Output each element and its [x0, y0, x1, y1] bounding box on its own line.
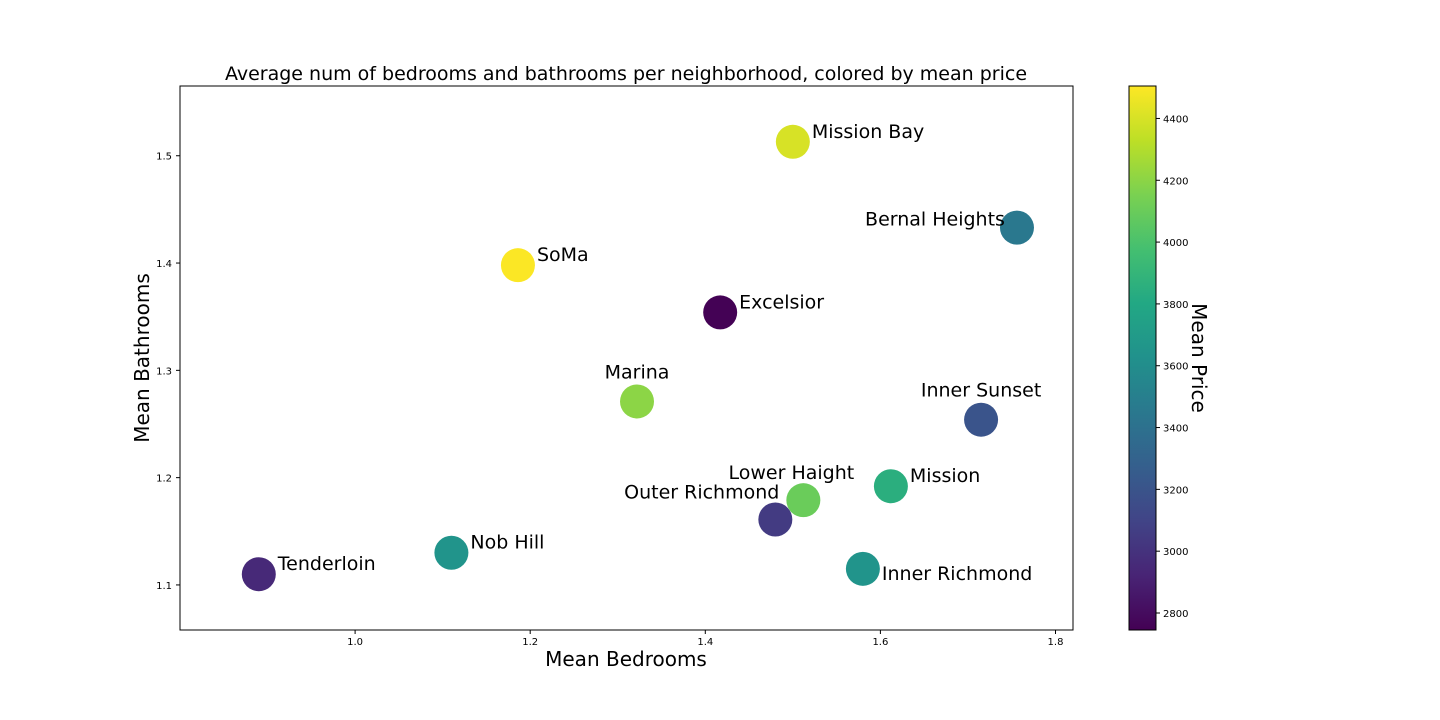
y-axis-label: Mean Bathrooms — [130, 273, 154, 443]
scatter-point — [775, 124, 810, 159]
point-label: Inner Richmond — [882, 563, 1032, 585]
scatter-point — [786, 483, 821, 518]
scatter-point — [434, 535, 469, 570]
scatter-point — [873, 469, 908, 504]
chart-title: Average num of bedrooms and bathrooms pe… — [225, 63, 1027, 85]
point-label: Excelsior — [739, 291, 824, 313]
x-tick-label: 1.4 — [697, 637, 713, 648]
scatter-point — [241, 557, 276, 592]
colorbar-tick-label: 3000 — [1163, 547, 1188, 558]
scatter-point — [703, 295, 738, 330]
scatter-point — [999, 210, 1034, 245]
point-label: Inner Sunset — [921, 380, 1041, 402]
colorbar-ticks: 2800 3000 3200 3400 3600 3800 4000 4200 4400 — [1156, 114, 1188, 620]
point-label: Mission — [910, 465, 980, 487]
scatter-point — [964, 402, 999, 437]
colorbar-tick-label: 3800 — [1163, 300, 1188, 311]
point-label: Marina — [605, 361, 670, 383]
point-label: Bernal Heights — [865, 209, 1005, 231]
scatter-point — [500, 248, 535, 283]
colorbar-tick-label: 2800 — [1163, 609, 1188, 620]
x-tick-label: 1.6 — [872, 637, 888, 648]
x-axis-ticks: 1.0 1.2 1.4 1.6 1.8 — [347, 630, 1063, 648]
y-tick-label: 1.5 — [156, 152, 172, 163]
point-labels: Tenderloin Nob Hill SoMa Marina Excelsior Out… — [277, 121, 1041, 585]
x-tick-label: 1.2 — [522, 637, 538, 648]
point-label: Nob Hill — [470, 532, 544, 554]
colorbar-label: Mean Price — [1187, 303, 1211, 413]
colorbar-tick-label: 4400 — [1163, 114, 1188, 125]
point-label: Tenderloin — [277, 553, 376, 575]
x-tick-label: 1.8 — [1048, 637, 1064, 648]
scatter-point — [845, 551, 880, 586]
y-axis-ticks: 1.1 1.2 1.3 1.4 1.5 — [156, 152, 180, 592]
plot-area-frame — [179, 85, 1074, 631]
point-label: SoMa — [537, 244, 589, 266]
point-label: Lower Haight — [728, 462, 854, 484]
colorbar-tick-label: 4200 — [1163, 176, 1188, 187]
scatter-point — [620, 384, 655, 419]
colorbar-tick-label: 3600 — [1163, 362, 1188, 373]
y-tick-label: 1.4 — [156, 259, 172, 270]
x-axis-label: Mean Bedrooms — [545, 647, 707, 671]
y-tick-label: 1.3 — [156, 366, 172, 377]
scatter-point — [758, 502, 793, 537]
point-label: Mission Bay — [812, 121, 924, 143]
point-label: Outer Richmond — [624, 481, 779, 503]
y-tick-label: 1.2 — [156, 474, 172, 485]
colorbar — [1128, 85, 1157, 631]
colorbar-tick-label: 3400 — [1163, 424, 1188, 435]
colorbar-tick-label: 4000 — [1163, 238, 1188, 249]
colorbar-tick-label: 3200 — [1163, 485, 1188, 496]
x-tick-label: 1.0 — [347, 637, 363, 648]
y-tick-label: 1.1 — [156, 581, 172, 592]
scatter-points — [241, 124, 1034, 592]
